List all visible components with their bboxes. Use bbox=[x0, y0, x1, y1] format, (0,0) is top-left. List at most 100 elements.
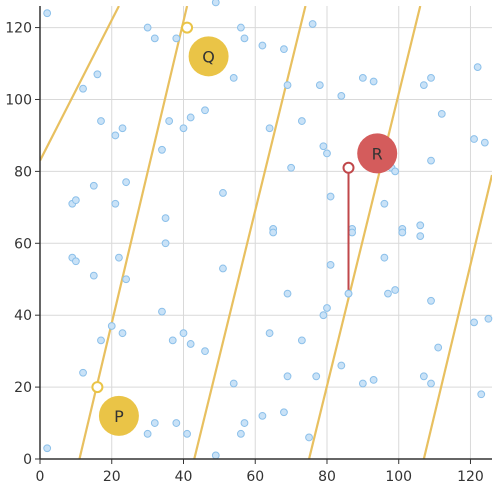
data-point bbox=[43, 444, 52, 453]
data-point bbox=[419, 81, 428, 89]
segment-start-point bbox=[342, 161, 355, 174]
data-point bbox=[107, 322, 116, 330]
marker-label-p: P bbox=[114, 407, 124, 426]
marker-p bbox=[98, 395, 139, 436]
data-point bbox=[201, 347, 209, 356]
marker-q bbox=[188, 36, 229, 77]
data-point bbox=[369, 376, 378, 384]
data-point bbox=[165, 117, 174, 125]
data-point bbox=[111, 199, 120, 208]
marker-label-q: Q bbox=[202, 47, 215, 66]
data-point bbox=[323, 149, 331, 158]
data-point bbox=[297, 117, 306, 125]
boundary-lines bbox=[40, 6, 492, 459]
data-point bbox=[179, 124, 188, 133]
data-point bbox=[348, 228, 356, 237]
data-point bbox=[240, 419, 249, 427]
marker-r bbox=[357, 133, 398, 174]
data-point bbox=[326, 192, 335, 201]
data-point bbox=[183, 429, 191, 438]
data-point bbox=[305, 433, 313, 442]
data-point bbox=[323, 304, 331, 312]
data-point bbox=[380, 253, 389, 262]
data-point bbox=[211, 451, 220, 460]
data-point bbox=[71, 196, 80, 205]
data-point bbox=[287, 163, 296, 172]
boundary-line bbox=[422, 174, 492, 459]
data-point bbox=[201, 106, 209, 115]
data-point bbox=[315, 81, 324, 89]
x-tick-label: 80 bbox=[318, 469, 336, 485]
axes: 0 20 40 60 80 100 120 0 20 40 60 80 100 120 bbox=[5, 6, 492, 485]
data-point bbox=[150, 419, 159, 427]
data-point bbox=[111, 131, 120, 140]
data-point bbox=[283, 289, 292, 298]
data-point bbox=[179, 329, 188, 338]
y-tick-label: 20 bbox=[14, 380, 32, 396]
data-point bbox=[161, 239, 170, 248]
boundary-line bbox=[307, 6, 422, 459]
data-point bbox=[427, 296, 435, 305]
x-tick-label: 60 bbox=[246, 469, 264, 485]
data-point bbox=[337, 361, 346, 370]
data-point bbox=[118, 124, 127, 133]
data-point bbox=[358, 379, 367, 388]
data-point bbox=[319, 142, 328, 151]
data-point bbox=[122, 178, 130, 187]
data-point bbox=[280, 408, 288, 417]
data-point bbox=[434, 343, 443, 352]
data-point bbox=[470, 135, 478, 143]
grid-lines bbox=[39, 6, 492, 460]
data-point bbox=[265, 124, 274, 133]
data-point bbox=[427, 156, 435, 165]
segment-end-point bbox=[344, 289, 353, 298]
data-point bbox=[380, 199, 389, 208]
labeled-markers: Q R P bbox=[91, 21, 398, 436]
data-point bbox=[258, 411, 267, 420]
data-point bbox=[143, 429, 152, 438]
data-point bbox=[93, 70, 102, 79]
data-point bbox=[312, 372, 321, 381]
y-tick-label: 0 bbox=[23, 452, 32, 468]
marker-label-r: R bbox=[372, 144, 383, 163]
data-point bbox=[473, 63, 482, 72]
data-point bbox=[118, 329, 127, 338]
data-point bbox=[480, 138, 489, 147]
data-point bbox=[89, 271, 98, 280]
data-point bbox=[89, 181, 98, 190]
data-point bbox=[97, 336, 105, 345]
data-point bbox=[79, 368, 87, 377]
data-point bbox=[71, 257, 80, 266]
boundary-line bbox=[40, 6, 120, 162]
data-point bbox=[280, 45, 288, 54]
data-point bbox=[391, 286, 400, 294]
data-points bbox=[43, 0, 493, 460]
data-point bbox=[43, 9, 52, 18]
data-point bbox=[419, 372, 428, 381]
data-point bbox=[150, 34, 159, 43]
data-point bbox=[161, 214, 170, 223]
open-point bbox=[181, 21, 194, 34]
data-point bbox=[219, 189, 227, 197]
data-point bbox=[391, 167, 400, 176]
y-tick-label: 100 bbox=[5, 92, 32, 108]
data-point bbox=[283, 372, 292, 381]
x-tick-label: 120 bbox=[457, 469, 484, 485]
data-point bbox=[308, 20, 317, 28]
data-point bbox=[172, 34, 181, 43]
segment-layer bbox=[344, 167, 353, 298]
data-point bbox=[427, 379, 435, 388]
data-point bbox=[470, 318, 478, 327]
data-point bbox=[283, 81, 292, 89]
data-point bbox=[122, 275, 130, 284]
y-tick-label: 40 bbox=[14, 308, 32, 324]
data-point bbox=[158, 145, 166, 154]
data-point bbox=[427, 74, 435, 82]
open-point bbox=[91, 381, 104, 394]
data-point bbox=[79, 84, 87, 93]
data-point bbox=[398, 228, 407, 237]
data-point bbox=[186, 340, 195, 348]
x-tick-label: 100 bbox=[385, 469, 412, 485]
data-point bbox=[97, 117, 105, 125]
